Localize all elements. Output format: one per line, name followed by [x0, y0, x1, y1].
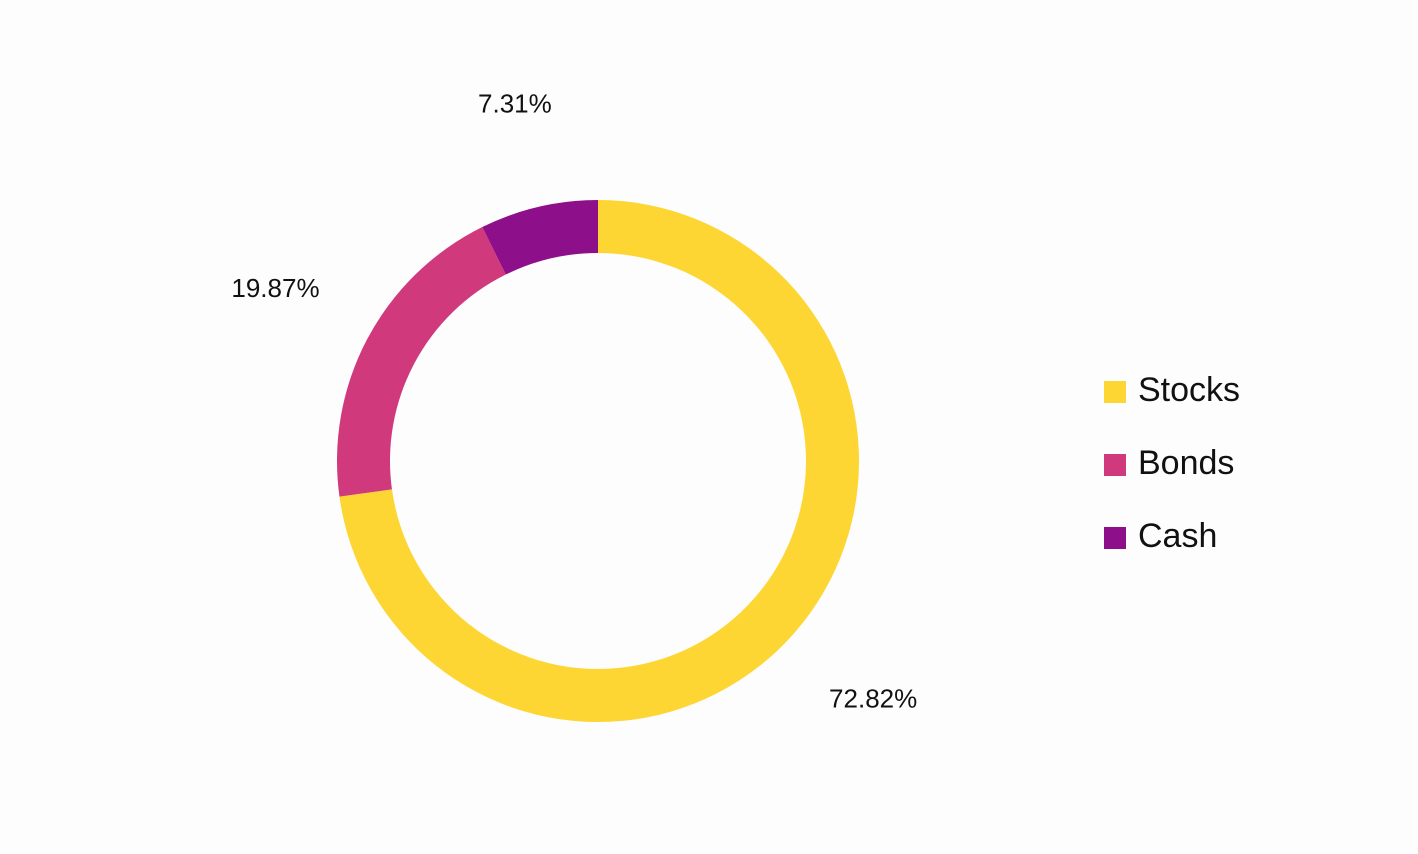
donut-segment	[482, 200, 598, 275]
legend-swatch	[1104, 527, 1126, 549]
donut-segment	[337, 227, 506, 497]
legend-label: Stocks	[1138, 371, 1240, 409]
value-label: 19.87%	[231, 273, 319, 303]
legend-swatch	[1104, 454, 1126, 476]
legend-label: Bonds	[1138, 444, 1234, 482]
legend-label: Cash	[1138, 517, 1217, 555]
value-label: 72.82%	[829, 684, 917, 714]
value-label: 7.31%	[478, 88, 552, 118]
legend-swatch	[1104, 381, 1126, 403]
